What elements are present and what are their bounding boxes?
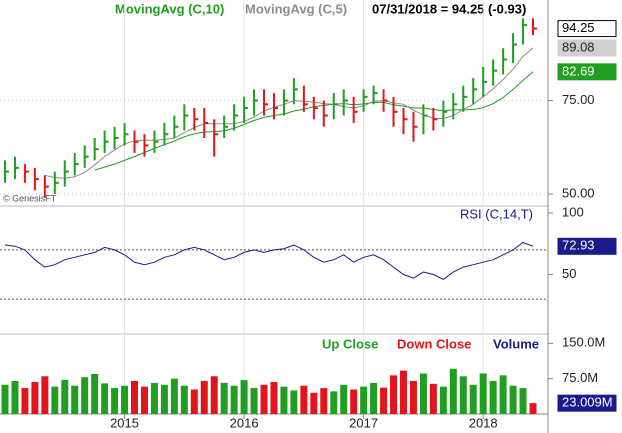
volume-bar [190,389,198,414]
legend-ma5: MovingAvg (C,5) [245,1,347,16]
legend-ma10: MovingAvg (C,10) [115,1,224,16]
volume-bar [419,373,427,414]
volume-bar [320,388,328,414]
volume-bar [370,382,378,414]
y-tick-label: 100 [562,204,584,219]
volume-bar [11,381,19,414]
last-value-tag [557,39,617,57]
rsi-title: RSI (C,14,T) [460,206,533,221]
y-tick-label: 75.0M [562,370,598,385]
volume-bar [390,375,398,414]
volume-bar [300,385,308,414]
volume-bar [509,385,517,414]
volume-bar [290,390,298,414]
x-tick-label: 2016 [230,415,259,430]
legend-down: Down Close [397,336,471,351]
x-tick-label: 2018 [469,415,498,430]
legend-up: Up Close [322,336,378,351]
last-value-tag [557,20,617,38]
last-value-label: 94.25 [562,20,595,35]
last-value-label: 72.93 [562,238,595,253]
volume-bar [360,386,368,414]
last-value-tag [557,63,617,81]
volume-bar [340,384,348,414]
x-tick-label: 2017 [349,415,378,430]
chart-title: 07/31/2018 = 94.25 (-0.93) [372,1,526,16]
y-tick-label: 75.00 [562,92,595,107]
volume-bar [469,384,477,414]
last-value-tag [557,237,617,255]
volume-bar [1,384,9,414]
y-tick-label: 50 [562,266,576,281]
last-value-label: 23.009M [562,395,613,410]
volume-bar [499,375,507,414]
volume-bar [160,384,168,414]
watermark: © GenesisFT [3,193,57,203]
volume-bar [250,388,258,414]
volume-bar [380,387,388,414]
last-value-label: 89.08 [562,39,595,54]
volume-bar [91,373,99,414]
volume-bar [21,388,29,414]
volume-bar [51,386,59,414]
volume-bar [61,380,69,414]
volume-bar [111,388,119,414]
volume-bar [350,389,358,414]
volume-bar [150,382,158,414]
volume-bar [230,385,238,414]
volume-bar [81,377,89,414]
y-tick-label: 50.00 [562,185,595,200]
legend-volume: Volume [493,336,539,351]
volume-bar [260,384,268,414]
volume-bar [180,385,188,414]
volume-bar [71,385,79,414]
volume-bar [140,386,148,414]
volume-bar [330,391,338,414]
volume-bar [429,383,437,414]
volume-bar [459,376,467,414]
y-tick-label: 150.0M [562,335,605,350]
volume-bar [479,373,487,414]
volume-bar [519,388,527,414]
volume-bar [200,381,208,414]
volume-bar [310,392,318,414]
volume-bar [529,403,537,414]
volume-bar [41,376,49,414]
volume-bar [439,386,447,414]
x-tick-label: 2015 [110,415,139,430]
volume-bar [280,386,288,414]
volume-bar [210,376,218,414]
volume-bar [170,378,178,414]
volume-bar [399,370,407,414]
volume-bar [409,381,417,414]
volume-bar [240,380,248,414]
last-value-tag [557,394,617,412]
volume-bar [449,368,457,414]
line [4,241,534,280]
volume-bar [101,383,109,414]
last-value-label: 82.69 [562,63,595,78]
line [44,47,534,179]
volume-bar [121,385,129,414]
volume-bar [489,381,497,414]
volume-bar [31,381,39,414]
volume-bar [220,382,228,414]
volume-bar [131,381,139,414]
volume-bar [270,381,278,414]
